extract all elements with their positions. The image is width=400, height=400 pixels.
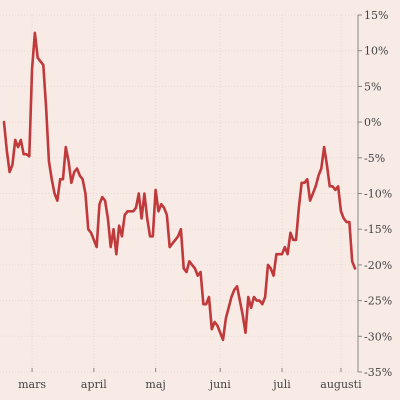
y-tick-label: -5% (364, 152, 385, 165)
series (2, 31, 357, 342)
y-tick-label: -10% (364, 188, 392, 201)
x-tick-label: juni (208, 378, 232, 391)
y-tick-label: 10% (364, 45, 388, 58)
y-tick-label: -25% (364, 295, 392, 308)
x-tick-label: juli (271, 378, 291, 391)
series-line (2, 31, 357, 342)
y-tick-label: 0% (364, 116, 381, 129)
y-tick-label: -20% (364, 259, 392, 272)
x-tick-label: augusti (320, 378, 362, 391)
y-tick-label: -30% (364, 330, 392, 343)
x-tick-label: april (81, 378, 107, 391)
x-tick-label: mars (18, 378, 46, 391)
x-tick-label: maj (145, 378, 165, 391)
grid (0, 14, 358, 373)
y-axis: 15% 10% 5% 0% -5% -10% -15% -20% -25% -30% -35% (357, 9, 392, 379)
y-tick-label: 15% (364, 9, 388, 22)
y-tick-label: -35% (364, 366, 392, 379)
y-tick-label: 5% (364, 80, 381, 93)
y-tick-label: -15% (364, 223, 392, 236)
x-axis: mars april maj juni juli augusti (18, 368, 362, 391)
